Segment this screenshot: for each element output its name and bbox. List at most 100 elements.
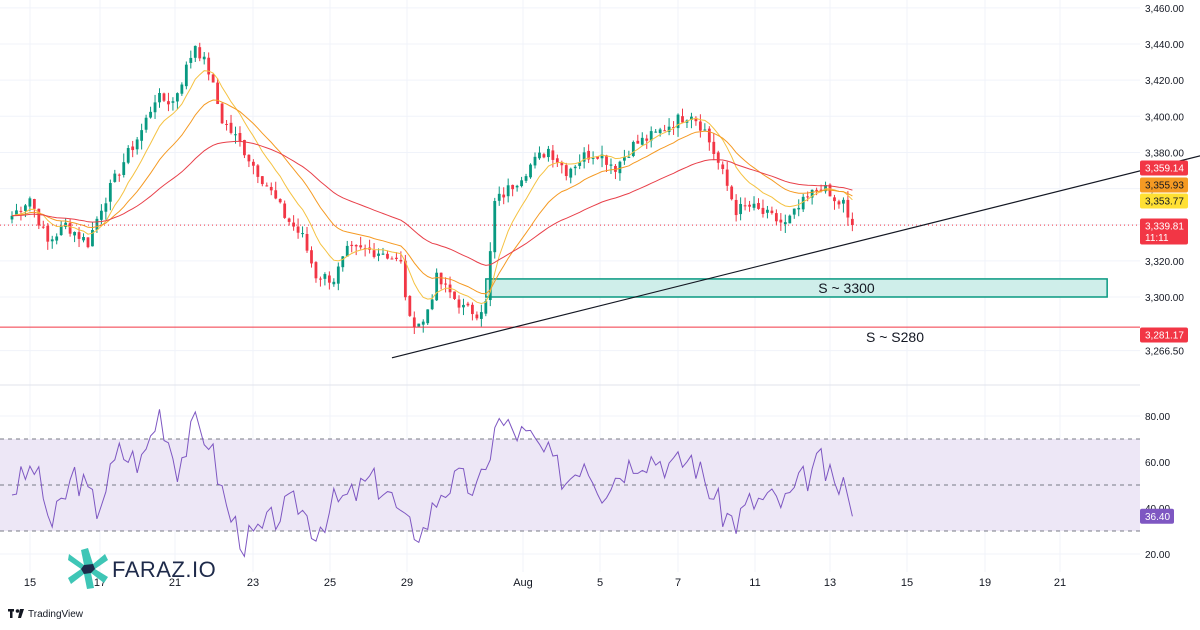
candle-body	[654, 131, 658, 133]
candle-body	[314, 262, 318, 279]
candle-body	[600, 154, 604, 159]
candle-body	[430, 299, 434, 310]
date-tick-label: 25	[324, 577, 336, 589]
candle-body	[475, 314, 479, 319]
price-tag-box	[1140, 193, 1188, 209]
candle-body	[515, 185, 519, 188]
candle-body	[256, 165, 260, 177]
rsi-tick-label: 20.00	[1145, 550, 1170, 561]
candle-body	[703, 129, 707, 131]
candle-body	[412, 317, 416, 328]
support-zone-layer	[485, 278, 1108, 298]
candle-body	[359, 245, 363, 248]
candle-body	[743, 205, 747, 207]
price-tag-label: 3,353.77	[1145, 197, 1184, 208]
candle-body	[555, 158, 559, 163]
candle-body	[734, 199, 738, 216]
candle-body	[493, 201, 497, 253]
price-tag-label: 3,339.81	[1145, 222, 1184, 233]
candle-body	[801, 196, 805, 210]
rsi-tag-box	[1140, 508, 1174, 524]
candle-body	[819, 189, 823, 191]
price-tag-box	[1140, 160, 1188, 176]
rsi-tick-label: 60.00	[1145, 458, 1170, 469]
date-tick-label: Aug	[513, 577, 533, 589]
candle-body	[386, 253, 389, 259]
price-tag-label: 3,355.93	[1145, 181, 1184, 192]
candle-body	[462, 304, 465, 308]
candle-body	[354, 245, 358, 247]
candle-body	[296, 226, 300, 233]
candle-body	[622, 157, 626, 161]
candle-body	[113, 173, 117, 182]
candle-body	[19, 210, 23, 212]
candle-body	[810, 189, 814, 198]
candle-body	[372, 250, 376, 257]
candle-body	[520, 180, 523, 187]
date-tick-label: 15	[24, 577, 36, 589]
candle-body	[28, 198, 32, 207]
candle-body	[797, 207, 801, 210]
candle-body	[251, 161, 255, 166]
candle-body	[37, 208, 41, 226]
candle-body	[707, 128, 711, 143]
candle-body	[783, 222, 787, 225]
price-tag-box	[1140, 177, 1188, 193]
candle-body	[488, 251, 492, 301]
candle-body	[444, 283, 447, 285]
price-tick-label: 3,266.50	[1145, 347, 1184, 358]
candle-body	[627, 156, 631, 158]
candle-body	[640, 137, 644, 145]
candle-body	[605, 155, 608, 165]
candle-body	[698, 121, 702, 131]
candle-body	[126, 148, 130, 163]
candle-body	[323, 274, 327, 279]
price-tag-label: 3,281.17	[1145, 331, 1184, 342]
candle-body	[757, 203, 760, 209]
candle-body	[108, 183, 112, 202]
ema-line-50	[11, 140, 853, 266]
candle-body	[122, 162, 126, 175]
price-tick-label: 3,300.00	[1145, 293, 1184, 304]
candle-body	[265, 185, 269, 187]
candle-body	[140, 130, 144, 141]
candle-body	[301, 233, 304, 235]
candle-body	[667, 126, 671, 132]
candle-body	[721, 164, 725, 169]
price-tick-label: 3,460.00	[1145, 4, 1184, 15]
candle-body	[207, 57, 211, 75]
candle-body	[327, 275, 331, 283]
candle-body	[350, 244, 354, 246]
price-tick-label: 3,440.00	[1145, 40, 1184, 51]
candle-body	[457, 299, 461, 308]
candle-body	[377, 253, 380, 256]
rsi-panel	[0, 409, 1140, 558]
candle-body	[144, 117, 148, 130]
candle-body	[645, 138, 649, 141]
candle-body	[91, 229, 94, 247]
candle-body	[766, 209, 769, 213]
candle-body	[779, 219, 783, 223]
candle-body	[24, 205, 27, 211]
date-tick-label: 29	[401, 577, 413, 589]
candle-body	[175, 93, 179, 102]
candle-body	[260, 176, 264, 185]
date-tick-label: 21	[1054, 577, 1066, 589]
date-tick-label: 7	[675, 577, 681, 589]
ema-line-21	[11, 99, 853, 295]
date-tick-label: 23	[247, 577, 259, 589]
candle-body	[850, 218, 854, 226]
candle-body	[846, 199, 850, 218]
candle-body	[345, 245, 349, 257]
candle-body	[837, 201, 841, 205]
candle-body	[381, 253, 385, 255]
candle-body	[104, 203, 108, 212]
candle-body	[676, 114, 680, 129]
candle-body	[158, 92, 161, 103]
candle-body	[806, 196, 810, 198]
candle-body	[788, 215, 792, 224]
candle-body	[649, 131, 653, 141]
date-tick-label: 15	[901, 577, 913, 589]
